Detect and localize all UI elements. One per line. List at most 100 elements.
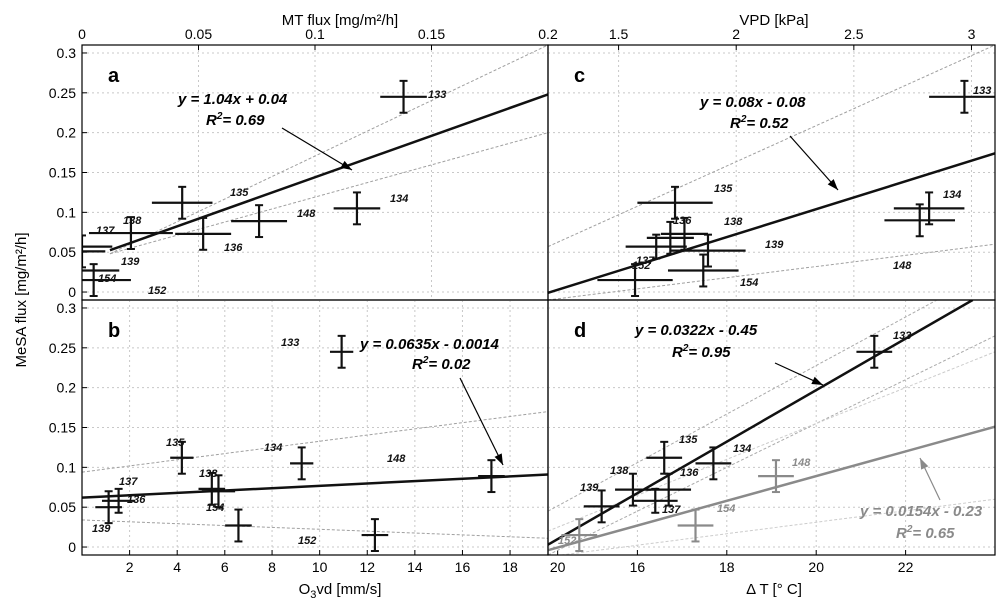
annotation-arrow-head <box>494 453 503 465</box>
xtick-label: 18 <box>502 559 518 575</box>
point-label-148: 148 <box>792 457 811 469</box>
point-label-134: 134 <box>733 443 751 455</box>
ytick-label: 0 <box>68 539 76 555</box>
confidence-lower <box>548 243 995 300</box>
plot-area <box>82 45 548 298</box>
point-label-137: 137 <box>96 225 115 237</box>
point-label-154: 154 <box>740 277 758 289</box>
data-point-135 <box>151 185 213 220</box>
fit-equation-2: y = 0.0154x - 0.23 <box>859 503 983 520</box>
point-label-154: 154 <box>98 273 116 285</box>
xtick-label: 2 <box>126 559 134 575</box>
axes-frame <box>547 44 996 301</box>
ytick-label: 0.05 <box>49 244 76 260</box>
panel-c: 1.5 2 2.5 3 c 133 134 135 136 137 138 139 148 152 154 y… <box>547 26 996 301</box>
fit-equation: y = 0.0635x - 0.0014 <box>359 336 500 353</box>
data-point-139 <box>583 489 620 524</box>
point-label-138: 138 <box>724 216 743 228</box>
ytick-label: 0.1 <box>57 459 77 475</box>
fit-equation: y = 0.08x - 0.08 <box>699 94 806 111</box>
xtick-label: 0.05 <box>185 26 212 42</box>
data-point-135 <box>637 185 713 220</box>
panel-b: 2 4 6 8 10 12 14 16 18 20 0 0.05 0.1 0.15 0.2 0.25 0.3 b 1… <box>49 299 566 575</box>
confidence-line-0-1 <box>548 335 995 555</box>
data-point-137 <box>82 245 113 248</box>
xtick-label: 2.5 <box>844 26 864 42</box>
ytick-label: 0 <box>68 284 76 300</box>
point-label-137: 137 <box>119 476 138 488</box>
data-point-137 <box>101 487 136 514</box>
data-point-137 <box>632 487 678 514</box>
confidence-line-1-1 <box>561 498 995 555</box>
point-label-139: 139 <box>765 239 784 251</box>
panel-letter: c <box>574 65 585 87</box>
point-label-154: 154 <box>717 503 735 515</box>
data-point-152 <box>361 518 389 553</box>
point-label-139: 139 <box>92 523 111 535</box>
plot-area <box>82 334 548 553</box>
panel-letter: b <box>108 320 120 342</box>
xtick-label: 1.5 <box>609 26 629 42</box>
data-point-139 <box>670 233 746 268</box>
data-point-137 <box>625 233 687 260</box>
panel-a: 0 0.05 0.1 0.15 0.2 0 0.05 0.1 0.15 0.2 0.25 0.3 a 13… <box>49 26 558 301</box>
xtick-label: 6 <box>221 559 229 575</box>
confidence-upper <box>109 45 548 255</box>
data-point-134 <box>333 191 381 226</box>
point-label-137: 137 <box>636 255 655 267</box>
fit-r2-1: R2= 0.95 <box>672 343 731 361</box>
ytick-label: 0.25 <box>49 85 76 101</box>
annotation-arrow-2-head <box>920 458 929 470</box>
data-point-138 <box>660 216 708 251</box>
point-label-136: 136 <box>224 242 243 254</box>
point-label-138: 138 <box>199 468 218 480</box>
point-label-135: 135 <box>230 187 249 199</box>
data-point-133 <box>929 79 995 114</box>
point-label-134: 134 <box>943 189 961 201</box>
point-label-148: 148 <box>297 208 316 220</box>
data-point-148 <box>884 203 956 238</box>
point-label-137: 137 <box>662 504 681 516</box>
data-point-138 <box>198 471 226 506</box>
fit-equation-1: y = 0.0322x - 0.45 <box>634 322 758 339</box>
data-point-139 <box>95 490 122 525</box>
annotation-arrow-head <box>827 179 838 190</box>
xtick-label: 4 <box>173 559 181 575</box>
data-point-154 <box>667 253 739 288</box>
point-label-134: 134 <box>264 442 282 454</box>
ytick-label: 0.15 <box>49 420 76 436</box>
xtick-label: 10 <box>312 559 328 575</box>
point-label-134: 134 <box>390 193 408 205</box>
xtick-label: 12 <box>359 559 375 575</box>
data-point-138 <box>615 472 651 507</box>
annotation-arrow-shaft <box>789 135 839 191</box>
data-point-154 <box>82 269 120 272</box>
xtick-label: 8 <box>268 559 276 575</box>
annotation-arrow-shaft <box>459 377 504 466</box>
ytick-label: 0.3 <box>57 45 77 61</box>
point-label-135: 135 <box>679 434 698 446</box>
ytick-label: 0.2 <box>57 125 77 141</box>
point-label-136: 136 <box>673 215 692 227</box>
point-label-135: 135 <box>166 437 185 449</box>
xtick-label: 16 <box>630 559 646 575</box>
fit-line-0 <box>548 300 974 546</box>
plot-area <box>548 45 995 300</box>
confidence-upper <box>82 411 548 473</box>
data-point-148 <box>758 459 794 494</box>
point-label-133: 133 <box>281 337 299 349</box>
ytick-label: 0.05 <box>49 499 76 515</box>
point-label-138: 138 <box>123 215 142 227</box>
fit-line <box>82 473 548 499</box>
xtick-label: 0.1 <box>305 26 325 42</box>
ytick-label: 0.25 <box>49 340 76 356</box>
fit-r2: R2= 0.52 <box>730 114 789 132</box>
point-label-139: 139 <box>580 482 599 494</box>
xtick-label: 2 <box>732 26 740 42</box>
point-label-148: 148 <box>387 453 406 465</box>
point-label-152: 152 <box>632 260 650 272</box>
xtick-label: 22 <box>898 559 914 575</box>
axes-frame <box>547 299 996 556</box>
panel-d: 16 18 20 22 d 133 134 135 136 137 138 139 148 154 152 y… <box>547 299 996 575</box>
